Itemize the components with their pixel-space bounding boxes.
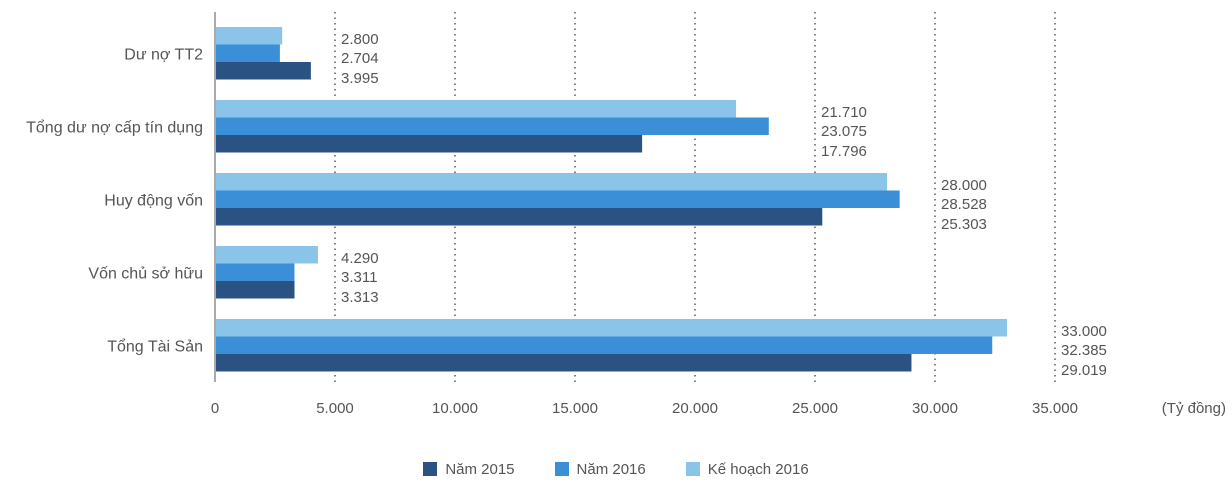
bar	[216, 62, 311, 80]
bar	[216, 173, 887, 191]
x-tick-label: 20.000	[672, 400, 718, 417]
category-label: Vốn chủ sở hữu	[88, 265, 203, 282]
legend: Năm 2015 Năm 2016 Kế hoạch 2016	[0, 458, 1232, 480]
data-label: 29.019	[1061, 362, 1107, 379]
category-label: Tổng dư nợ cấp tín dụng	[26, 118, 203, 136]
bar	[216, 100, 737, 118]
x-tick-label: 35.000	[1032, 400, 1078, 417]
x-tick-label: 15.000	[552, 400, 598, 417]
bar	[216, 281, 295, 299]
legend-item-2016: Năm 2016	[554, 460, 646, 478]
legend-item-2015: Năm 2015	[423, 460, 515, 478]
data-label: 28.000	[941, 177, 987, 194]
x-axis-label: (Tỷ đồng)	[1162, 400, 1226, 417]
legend-item-plan-2016: Kế hoạch 2016	[685, 460, 809, 478]
x-tick-label: 25.000	[792, 400, 838, 417]
legend-swatch-2015	[423, 462, 438, 476]
legend-swatch-2016	[554, 462, 569, 476]
data-label: 28.528	[941, 196, 987, 213]
data-label: 17.796	[821, 143, 867, 160]
bar	[216, 208, 823, 226]
data-label: 25.303	[941, 216, 987, 233]
data-label: 4.290	[341, 250, 379, 267]
data-label: 32.385	[1061, 342, 1107, 359]
bar	[216, 27, 283, 45]
bar	[216, 336, 993, 354]
data-label: 3.313	[341, 289, 379, 306]
category-label: Huy động vốn	[104, 192, 203, 209]
bar	[216, 190, 900, 208]
legend-label-2016: Năm 2016	[576, 460, 646, 478]
data-label: 33.000	[1061, 323, 1107, 340]
bar	[216, 263, 295, 281]
category-label: Dư nợ TT2	[124, 46, 203, 63]
x-tick-label: 0	[211, 400, 219, 417]
data-label: 3.995	[341, 70, 379, 87]
bar	[216, 246, 318, 264]
legend-label-plan-2016: Kế hoạch 2016	[707, 460, 809, 478]
x-tick-label: 30.000	[912, 400, 958, 417]
bar	[216, 117, 769, 135]
category-label: Tổng Tài Sản	[107, 337, 203, 355]
x-tick-label: 5.000	[316, 400, 354, 417]
legend-swatch-plan-2016	[685, 462, 700, 476]
bar	[216, 354, 912, 372]
data-label: 23.075	[821, 123, 867, 140]
bar	[216, 135, 643, 153]
bar	[216, 319, 1007, 337]
legend-label-2015: Năm 2015	[445, 460, 515, 478]
bar	[216, 44, 280, 62]
bar-chart-svg: 0 5.000 10.000 15.000 20.000 25.000 30.000 35.0…	[26, 12, 1226, 417]
data-label: 2.704	[341, 50, 379, 67]
data-label: 21.710	[821, 104, 867, 121]
x-tick-label: 10.000	[432, 400, 478, 417]
data-label: 2.800	[341, 31, 379, 48]
data-label: 3.311	[341, 269, 377, 286]
